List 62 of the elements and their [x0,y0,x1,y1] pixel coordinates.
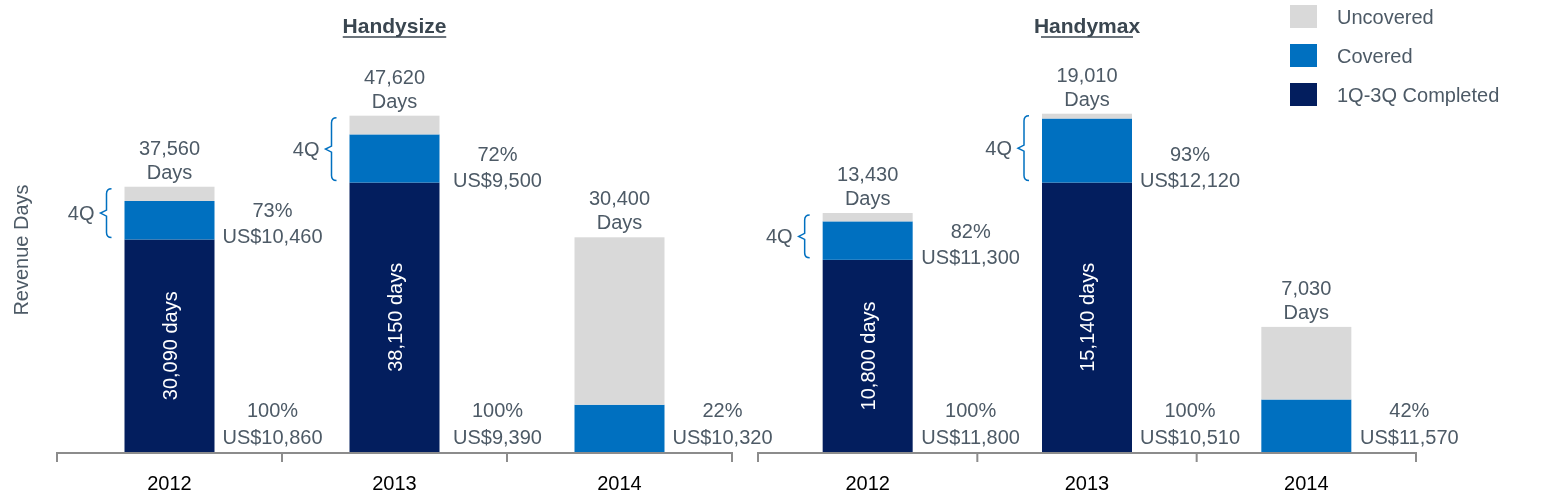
bar [349,182,440,452]
annotation: 100% [1164,399,1216,421]
annotation: US$10,460 [222,225,323,248]
annotation: US$11,300 [921,245,1020,268]
annotation: US$12,120 [1139,168,1241,191]
total-label: 19,010 Days [1056,63,1118,110]
bar [822,213,913,222]
x-tick-label: 2012 [147,472,192,494]
annotation: 4Q [67,202,95,225]
annotation: US$9,500 [453,168,542,191]
annotation: 4Q [765,225,793,248]
text: Handysize [342,14,447,37]
bar [349,134,440,183]
total-label: 30,400 Days [588,187,651,234]
data-label: 10,800 days [856,301,879,411]
x-tick-label: 2013 [372,472,417,494]
x-tick-label: 2013 [1064,472,1110,494]
annotation: 42% [1389,399,1430,421]
annotation: 73% [252,199,293,222]
bar [1261,326,1352,400]
annotation: 100% [246,399,299,421]
total-label: 7,030 Days [1281,276,1332,323]
bar [574,237,665,405]
annotation: 4Q [292,138,320,161]
total-label: 47,620 Days [363,65,426,112]
x-tick-label: 2014 [1284,472,1329,494]
annotation: US$10,510 [1139,426,1241,448]
legend-label: 1Q-3Q Completed [1337,84,1500,106]
bar [822,221,913,260]
data-label: 15,140 days [1076,262,1098,372]
data-label: 38,150 days [383,262,406,372]
bar [1042,118,1132,183]
annotation: 100% [945,399,997,421]
annotation: 100% [471,399,524,421]
bar [349,115,440,135]
annotation: US$11,570 [1360,426,1459,448]
annotation: 82% [950,219,991,242]
annotation: 72% [477,142,518,165]
annotation: US$10,320 [672,426,773,448]
x-tick-label: 2014 [597,472,642,494]
bar [1042,113,1132,119]
bar [124,201,215,240]
bar [124,239,215,452]
bar [1042,182,1132,452]
total-label: 37,560 Days [138,136,201,183]
bar [574,404,665,452]
total-label: 13,430 Days [837,163,899,210]
y-axis-title: Revenue Days [10,184,32,316]
annotation: 22% [702,399,743,421]
text: Handymax [1033,14,1141,37]
annotation: US$9,390 [453,426,542,448]
bar [124,186,215,201]
annotation: US$10,860 [222,426,323,448]
bar [822,259,913,452]
legend-label: Covered [1337,45,1413,67]
data-label: 30,090 days [158,291,181,401]
annotation: 4Q [985,137,1012,160]
bar [1261,399,1352,452]
x-tick-label: 2012 [845,472,890,494]
annotation: 93% [1169,142,1211,165]
legend-label: Uncovered [1337,6,1434,28]
annotation: US$11,800 [921,426,1020,448]
